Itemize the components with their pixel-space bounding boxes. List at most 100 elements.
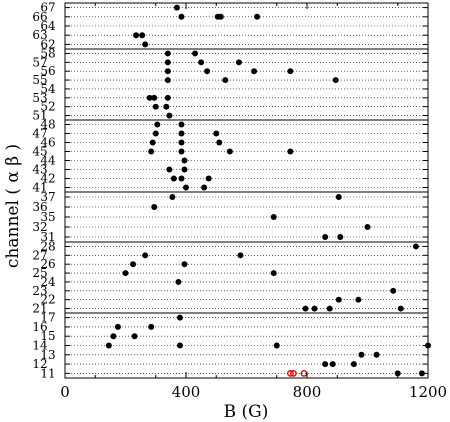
data-point [152, 130, 159, 137]
y-tick-label: 16 [32, 320, 47, 334]
data-point [311, 305, 318, 312]
data-point [322, 234, 329, 240]
data-point [418, 370, 425, 377]
y-axis-title: channel ( α β ) [3, 144, 23, 268]
data-point [164, 77, 171, 84]
open-data-point [286, 369, 294, 377]
open-data-point [289, 369, 297, 377]
y-tick-label: 23 [32, 284, 47, 298]
y-tick-label: 47 [32, 127, 47, 141]
data-point [130, 261, 137, 268]
data-point [183, 184, 189, 191]
data-point [337, 234, 344, 240]
data-point [176, 314, 183, 321]
data-point [151, 204, 158, 210]
data-point [178, 139, 185, 146]
y-tick-label: 52 [40, 100, 55, 114]
x-tick-label: 800 [293, 383, 322, 401]
data-point [394, 370, 401, 377]
y-tick-label: 11 [40, 366, 55, 380]
x-axis: 0 400 800 1200 [60, 3, 447, 401]
y-tick-label: 58 [40, 46, 55, 60]
data-point [175, 278, 182, 285]
data-point [217, 13, 224, 20]
y-tick-label: 53 [32, 91, 47, 105]
data-point [163, 103, 170, 110]
data-point [164, 59, 171, 66]
y-tick-label: 54 [40, 82, 56, 96]
y-tick-label: 66 [32, 10, 47, 24]
y-tick-label: 56 [40, 64, 55, 78]
data-point [142, 41, 149, 48]
data-point [178, 175, 185, 182]
data-point [204, 68, 211, 75]
data-point [139, 32, 146, 39]
y-tick-label: 35 [40, 210, 55, 224]
data-point [273, 342, 280, 349]
x-tick-label: 0 [60, 383, 70, 401]
data-point [364, 224, 371, 230]
data-point [222, 77, 229, 84]
y-tick-label: 41 [32, 181, 47, 195]
data-point [213, 130, 220, 137]
data-point [216, 139, 223, 146]
y-tick-label: 28 [40, 239, 55, 253]
data-point [166, 166, 173, 173]
data-point [358, 351, 365, 358]
data-point [302, 305, 309, 312]
data-point [170, 175, 177, 182]
data-point [355, 296, 362, 303]
y-tick-label: 48 [40, 118, 55, 132]
y-tick-label: 12 [32, 357, 47, 371]
panels-layer: 6766646362585756555453525148474645444342… [32, 1, 431, 380]
data-point [178, 121, 185, 128]
data-point [105, 342, 112, 349]
data-point [226, 148, 233, 155]
y-tick-label: 14 [32, 339, 48, 353]
data-point [287, 68, 294, 75]
y-tick-label: 22 [40, 293, 55, 307]
y-tick-label: 44 [40, 154, 56, 168]
data-point [154, 121, 161, 128]
y-tick-label: 62 [40, 37, 55, 51]
data-point [146, 94, 153, 101]
y-tick-label: 15 [40, 329, 55, 343]
data-point [131, 333, 138, 340]
data-point [122, 270, 129, 277]
data-point [178, 13, 185, 20]
panel-frame [64, 48, 429, 121]
y-tick-label: 64 [40, 19, 56, 33]
data-point [192, 50, 199, 57]
x-axis-title: B (G) [224, 402, 269, 422]
data-point [251, 68, 258, 75]
data-point [164, 68, 171, 75]
data-point [270, 270, 277, 277]
data-point [178, 130, 185, 137]
data-point [149, 139, 156, 146]
data-point [198, 59, 205, 66]
y-tick-label: 13 [40, 348, 55, 362]
y-tick-label: 27 [32, 248, 47, 262]
data-point [181, 157, 188, 164]
data-point [390, 287, 397, 294]
data-point [287, 148, 294, 155]
data-point [425, 342, 431, 349]
data-point [133, 32, 140, 39]
x-tick-label: 1200 [409, 383, 447, 401]
y-tick-label: 21 [32, 302, 47, 316]
y-tick-label: 45 [32, 145, 47, 159]
data-point [335, 194, 342, 200]
data-point [332, 77, 339, 84]
data-point [176, 342, 183, 349]
data-point [114, 323, 121, 330]
data-point [237, 252, 244, 259]
data-point [254, 13, 261, 20]
data-point [110, 333, 117, 340]
data-point [205, 175, 212, 182]
y-tick-label: 24 [40, 275, 56, 289]
y-tick-label: 31 [40, 230, 55, 244]
